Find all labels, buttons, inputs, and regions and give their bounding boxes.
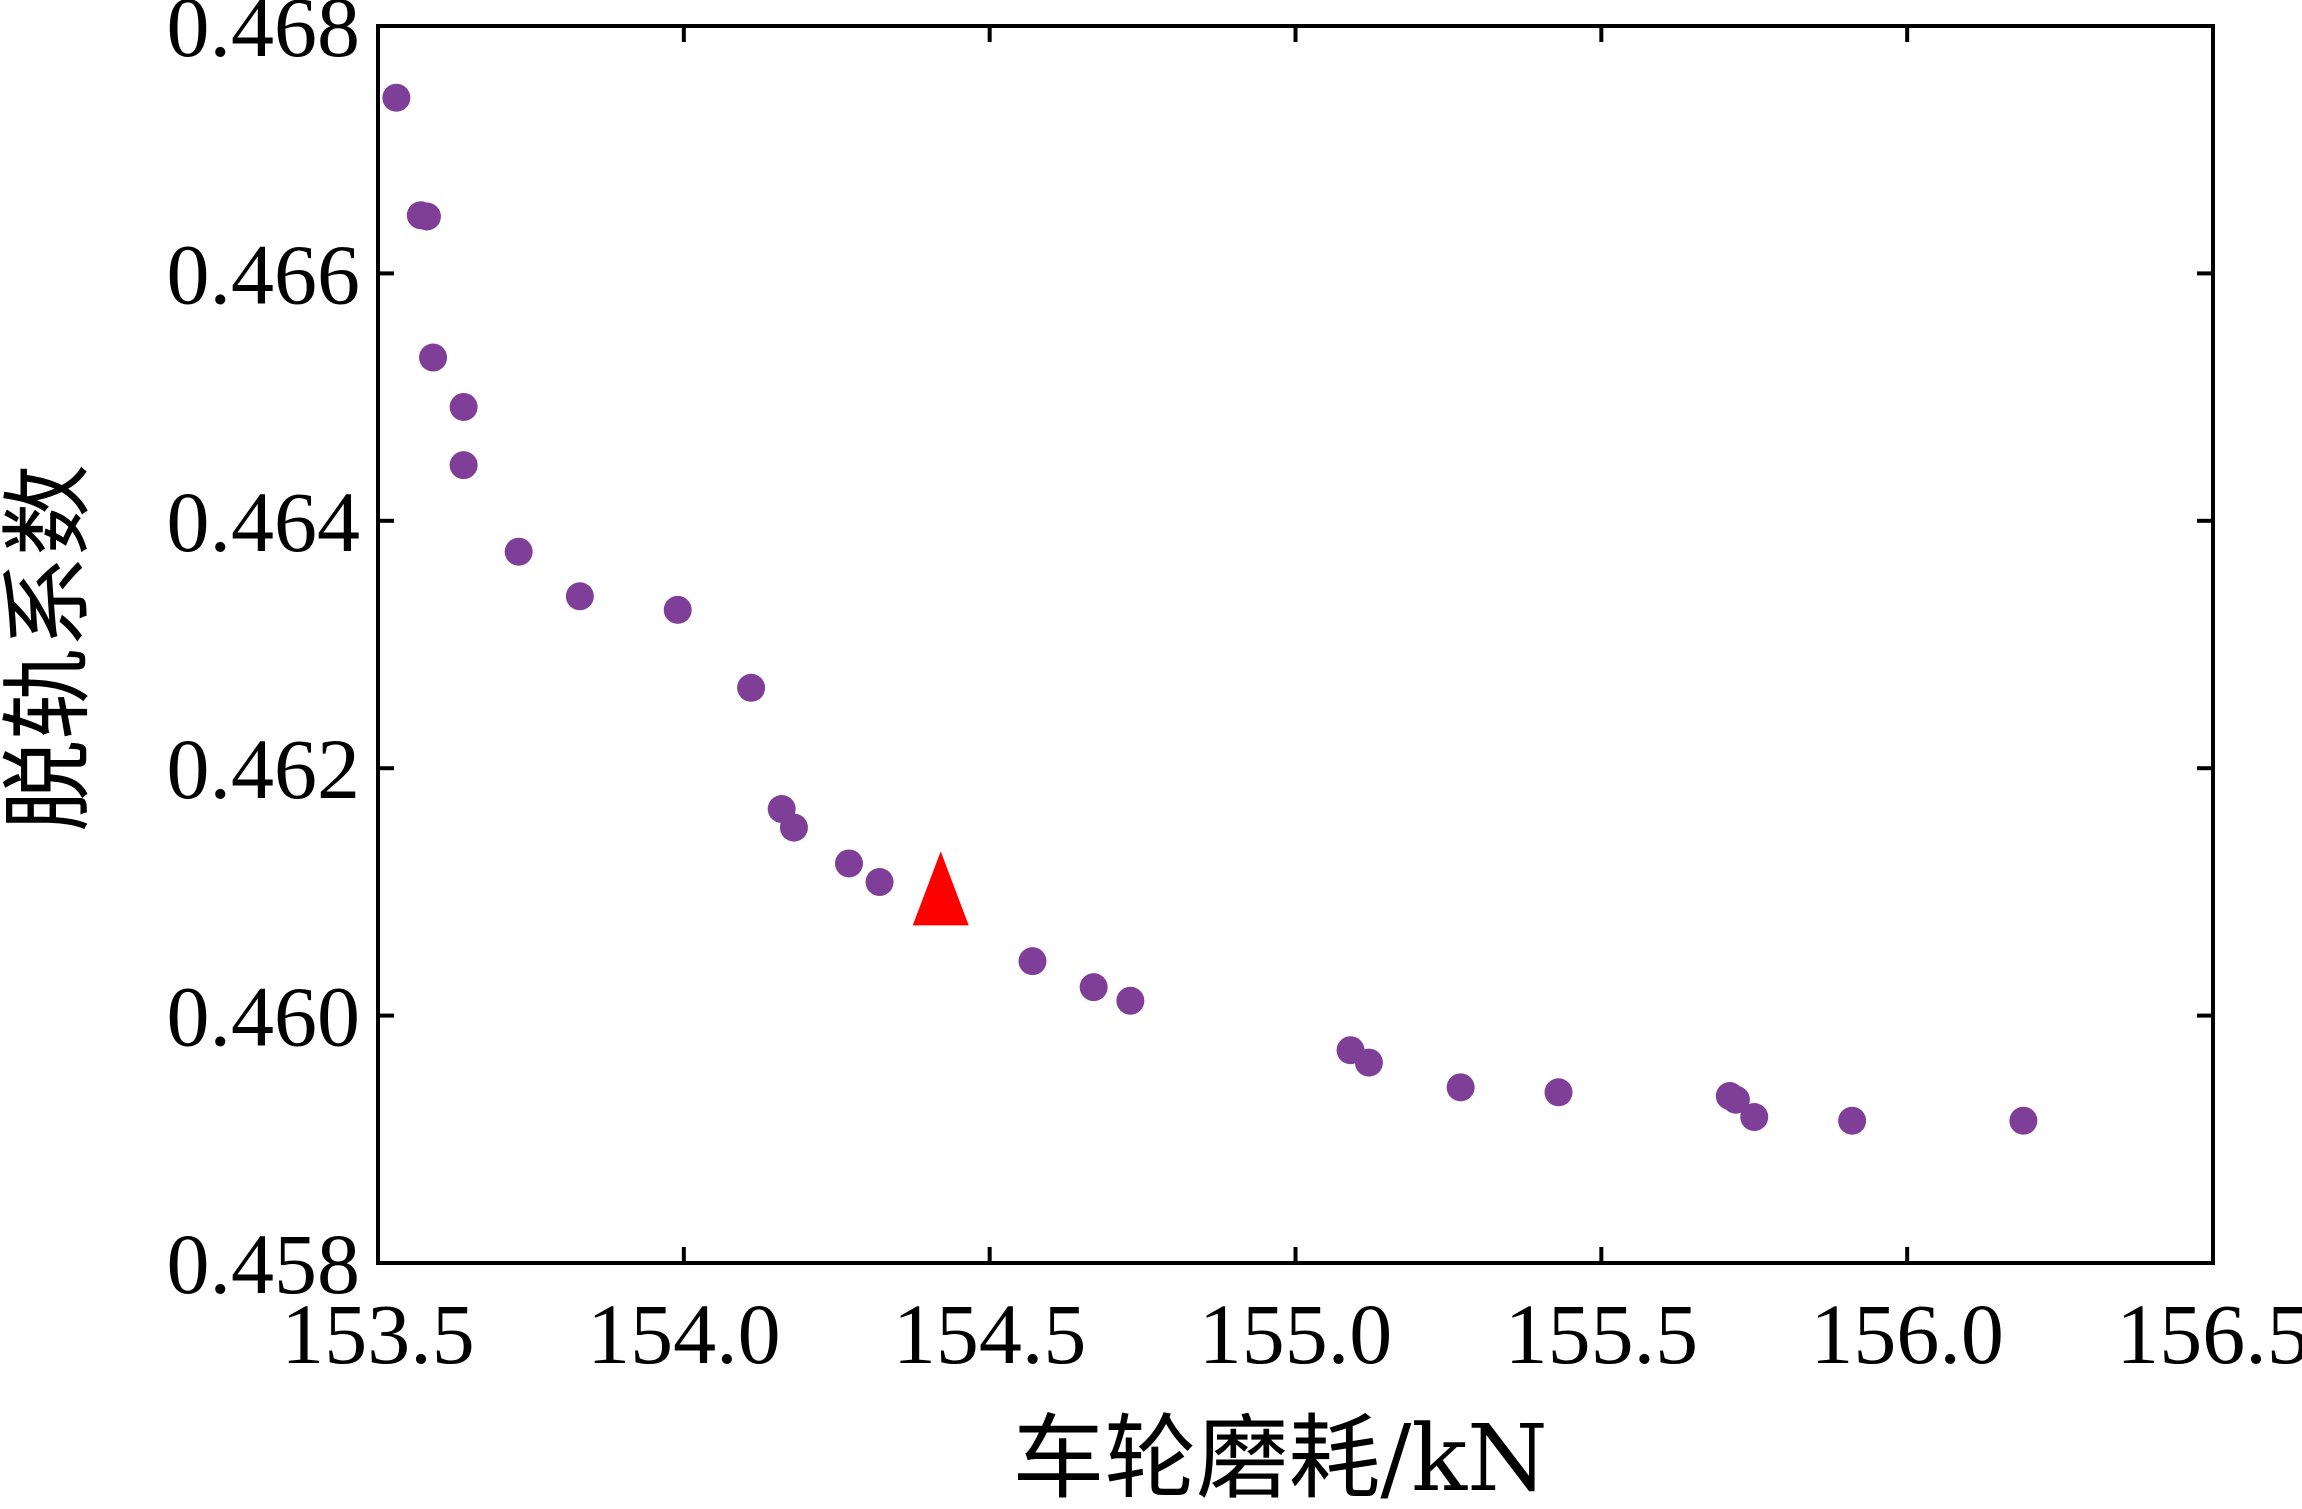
y-tick-label: 0.466 [167, 226, 361, 322]
scatter-point [412, 202, 441, 231]
x-tick-label: 154.5 [893, 1286, 1087, 1382]
scatter-point [1721, 1085, 1750, 1114]
y-axis-title: 脱轨系数 [0, 464, 102, 832]
y-tick-label: 0.464 [167, 474, 361, 570]
triangle-point [912, 851, 969, 926]
x-tick-label: 155.5 [1505, 1286, 1699, 1382]
x-tick-label: 156.5 [2116, 1286, 2302, 1382]
x-axis-title: 车轮磨耗/kN [1012, 1405, 1547, 1509]
scatter-point [1544, 1078, 1573, 1107]
scatter-point [449, 451, 478, 480]
scatter-point [1116, 986, 1145, 1015]
x-tick-label: 155.0 [1199, 1286, 1393, 1382]
plot-frame [376, 24, 2215, 1265]
scatter-point [737, 673, 766, 702]
scatter-point [1740, 1103, 1769, 1132]
scatter-point [1446, 1073, 1475, 1102]
x-tick-label: 153.5 [281, 1286, 475, 1382]
y-tick-label: 0.458 [167, 1216, 361, 1312]
x-tick-label: 154.0 [587, 1286, 781, 1382]
y-tick-label: 0.468 [167, 0, 361, 75]
x-tick-labels: 153.5 154.0 154.5 155.0 155.5 156.0 156.5 [281, 1286, 2302, 1382]
scatter-point [1838, 1106, 1867, 1135]
scatter-point [779, 813, 808, 842]
scatter-point [504, 537, 533, 566]
y-tick-label: 0.460 [167, 969, 361, 1065]
scatter-point [834, 849, 863, 878]
scatter-point [663, 595, 692, 624]
scatter-point [1018, 947, 1047, 976]
data-points [382, 83, 2038, 1135]
scatter-point [449, 392, 478, 421]
y-tick-labels: 0.458 0.460 0.462 0.464 0.466 0.468 [167, 0, 361, 1312]
scatter-point [565, 582, 594, 611]
axis-ticks [378, 26, 2213, 1263]
scatter-point [865, 868, 894, 897]
scatter-point [419, 343, 448, 372]
y-tick-label: 0.462 [167, 721, 361, 817]
x-tick-label: 156.0 [1810, 1286, 2004, 1382]
scatter-point [2009, 1106, 2038, 1135]
scatter-point [1079, 973, 1108, 1002]
scatter-point [382, 83, 411, 112]
scatter-point [1354, 1048, 1383, 1077]
